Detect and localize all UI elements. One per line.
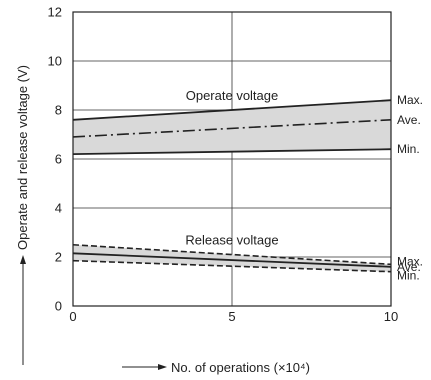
release-max-line [72,243,392,266]
operate-min-line [72,148,392,155]
y-tick-label: 10 [48,54,62,69]
band-release [73,244,391,272]
group-label: Release voltage [185,233,278,248]
x-tick-label: 10 [384,309,398,324]
tick-labels: 0 2 4 6 8 10 12 0 5 10 [48,5,399,325]
y-axis-title: Operate and release voltage (V) [15,65,30,250]
x-axis-arrowhead [158,364,167,370]
y-tick-label: 2 [55,250,62,265]
y-tick-label: 8 [55,103,62,118]
release-ave-line [72,252,392,268]
plot-frame [72,11,392,307]
operate-ave-line [72,119,392,138]
group-label: Operate voltage [186,88,279,103]
x-axis-title: No. of operations (×10⁴) [171,360,310,375]
series-end-label: Min. [397,269,420,283]
x-tick-label: 0 [69,309,76,324]
series-end-label: Min. [397,142,420,156]
series-end-label: Ave. [397,113,421,127]
series-labels: Max.Ave.Min.Operate voltageMax.Ave.Min.R… [185,88,423,283]
series-end-label: Max. [397,93,423,107]
y-axis-arrowhead [20,255,26,264]
y-tick-label: 0 [55,299,62,314]
series-lines [72,99,392,273]
y-tick-label: 12 [48,5,62,20]
y-tick-label: 6 [55,152,62,167]
y-axis-title-group: Operate and release voltage (V) [15,65,30,365]
bands [73,100,391,272]
series-end-label: Ave. [397,260,421,274]
x-axis-title-group: No. of operations (×10⁴) [122,360,310,375]
grid [73,12,391,306]
x-tick-label: 5 [228,309,235,324]
series-end-label: Max. [397,254,423,268]
release-min-line [72,259,392,273]
band-operate [73,100,391,155]
y-tick-label: 4 [55,201,62,216]
operate-max-line [72,99,392,121]
